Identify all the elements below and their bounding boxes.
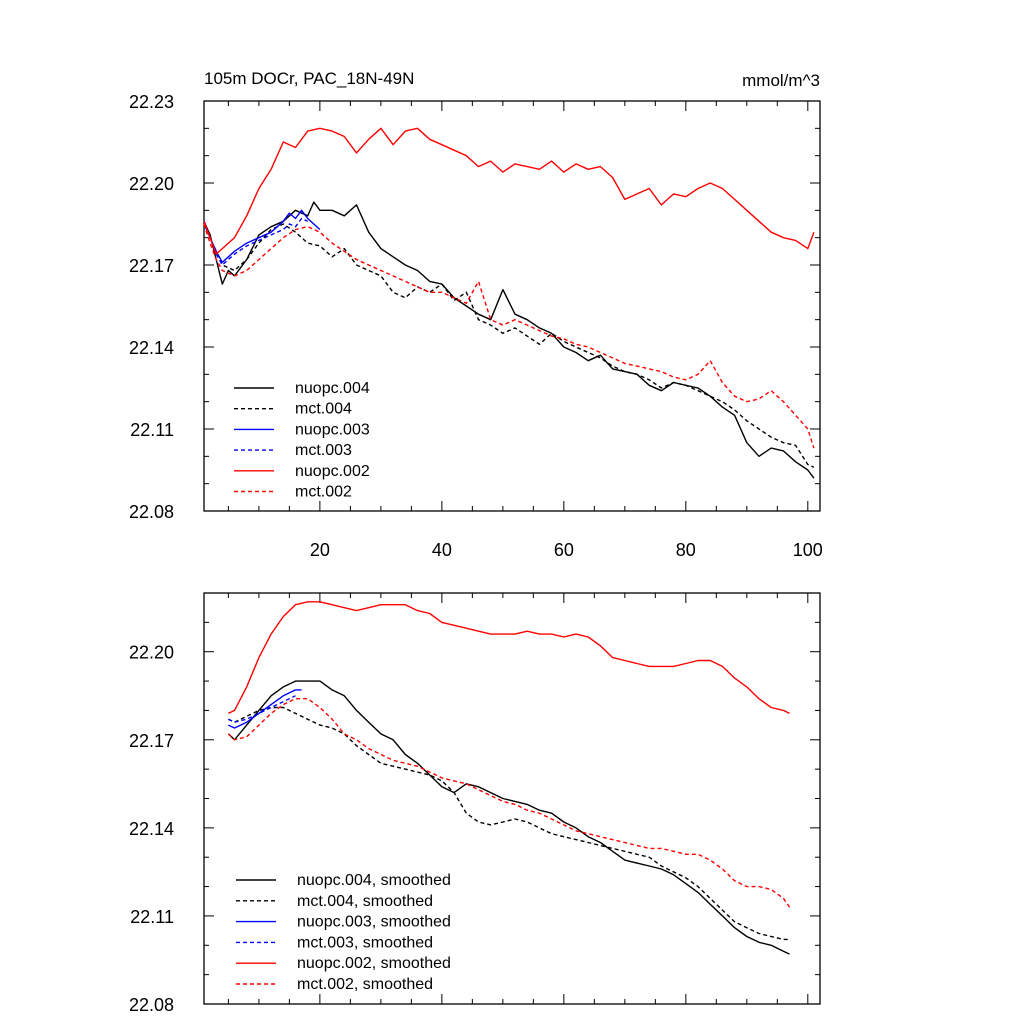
legend-label: nuopc.002, smoothed — [297, 955, 451, 972]
series-line-mct-004-smoothed — [228, 706, 790, 941]
series-line-mct-002-smoothed — [227, 698, 791, 908]
x-tick-label: 100 — [793, 540, 823, 560]
legend-bottom: nuopc.004, smoothed mct.004, smoothed nuop… — [236, 872, 451, 993]
legend-label: mct.003, smoothed — [297, 934, 433, 951]
y-tick-label: 22.08 — [129, 995, 174, 1015]
top-panel: 105m DOCr, PAC_18N-49N mmol/m^3 20 40 60 80… — [129, 69, 823, 560]
y-tick-label: 22.11 — [130, 420, 174, 440]
legend-top: nuopc.004 mct.004 nuopc.003 mct.003 nuopc.00… — [234, 380, 370, 501]
y-tick-label: 22.23 — [129, 92, 174, 112]
legend-label: nuopc.004, smoothed — [297, 872, 451, 889]
x-tick-label: 60 — [554, 540, 574, 560]
legend-label: mct.003 — [295, 442, 352, 459]
y-tick-label: 22.20 — [129, 643, 174, 663]
axes-top: 20 40 60 80 100 22.08 22.11 22.14 22.17 22.20 22.2… — [129, 92, 823, 560]
legend-label: mct.002 — [295, 484, 352, 501]
x-tick-label: 80 — [676, 540, 696, 560]
legend-label: nuopc.003 — [295, 421, 370, 438]
y-tick-label: 22.11 — [130, 907, 174, 927]
legend-label: mct.004, smoothed — [297, 893, 433, 910]
units-label: mmol/m^3 — [742, 71, 820, 90]
series-line-mct-003-smoothed — [228, 695, 296, 723]
x-tick-label: 20 — [310, 540, 330, 560]
series-line-nuopc-003 — [203, 209, 321, 263]
plot-frame-top — [203, 100, 821, 512]
y-tick-label: 22.20 — [129, 174, 174, 194]
chart-title: 105m DOCr, PAC_18N-49N — [204, 69, 414, 88]
series-line-nuopc-003-smoothed — [228, 689, 302, 729]
series-line-nuopc-002-smoothed — [228, 601, 790, 715]
axes-bottom: 22.08 22.11 22.14 22.17 22.20 — [129, 592, 820, 1015]
lines-top — [203, 127, 815, 479]
lines-bottom — [227, 601, 791, 955]
bottom-panel: 22.08 22.11 22.14 22.17 22.20 nuopc.004, smo… — [129, 592, 821, 1015]
y-tick-label: 22.17 — [129, 256, 174, 276]
legend-label: mct.002, smoothed — [297, 976, 433, 993]
series-line-nuopc-002 — [203, 127, 815, 255]
legend-label: nuopc.003, smoothed — [297, 914, 451, 931]
x-tick-label: 40 — [432, 540, 452, 560]
series-line-mct-004 — [203, 221, 815, 468]
series-line-mct-002 — [203, 223, 815, 449]
y-tick-label: 22.17 — [129, 731, 174, 751]
legend-label: nuopc.002 — [295, 463, 370, 480]
legend-label: mct.004 — [295, 401, 352, 418]
series-line-mct-003 — [203, 217, 308, 266]
y-tick-label: 22.14 — [129, 338, 174, 358]
series-line-nuopc-004-smoothed — [227, 680, 790, 955]
y-tick-label: 22.14 — [129, 819, 174, 839]
y-tick-label: 22.08 — [129, 502, 174, 522]
legend-label: nuopc.004 — [295, 380, 370, 397]
